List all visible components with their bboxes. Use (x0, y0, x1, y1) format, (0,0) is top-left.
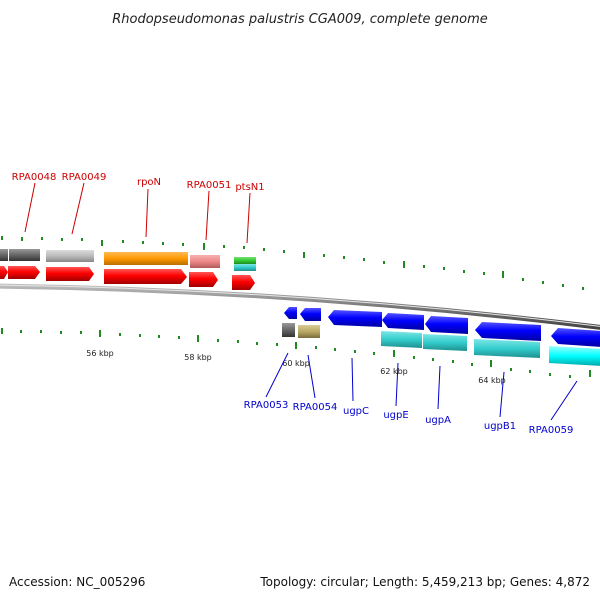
gene-arrow-rpa0059[interactable] (551, 328, 600, 347)
leader-line-rpa0051 (205, 190, 210, 241)
cog-bar-rpa0053 (282, 323, 295, 337)
leader-line-ugpa (437, 365, 441, 410)
gene-arrow-ugpe[interactable] (382, 313, 424, 330)
leader-line-ugpc (351, 357, 354, 402)
cog-bar-rpa0047 (0, 249, 8, 261)
leader-line-rpon (145, 188, 149, 238)
gene-label-rpa0049[interactable]: RPA0049 (62, 172, 107, 183)
gene-label-rpa0054[interactable]: RPA0054 (293, 402, 338, 413)
gene-arrow-ptsn1[interactable] (232, 275, 255, 290)
gene-arrow-ugpa[interactable] (425, 316, 468, 334)
gene-arrow-rpa0049[interactable] (46, 267, 94, 281)
map-title: Rhodopseudomonas palustris CGA009, compl… (112, 12, 488, 27)
genome-backbone (0, 283, 600, 330)
forward-gene-track (0, 266, 255, 290)
cog-bar-rpa0054 (298, 325, 320, 338)
leader-line-ugpb1 (499, 371, 505, 418)
leader-line-ptsn1 (246, 192, 251, 244)
reverse-cog-track (282, 323, 600, 366)
topology-text: Topology: circular; Length: 5,459,213 bp… (259, 575, 590, 589)
gene-label-rpa0051[interactable]: RPA0051 (187, 180, 232, 191)
cog-bar-rpa0049 (46, 250, 94, 262)
scale-label-58kbp: 58 kbp (184, 353, 212, 362)
gene-arrow-rpa0047[interactable] (0, 266, 8, 279)
gene-label-ugpc[interactable]: ugpC (343, 406, 369, 417)
forward-label-group: RPA0048 RPA0049 rpoN RPA0051 ptsN1 (12, 172, 265, 244)
gene-arrow-rpon[interactable] (104, 269, 187, 284)
gene-label-ugpb1[interactable]: ugpB1 (484, 421, 516, 432)
scale-label-56kbp: 56 kbp (86, 349, 114, 358)
outer-tick-track (1, 236, 584, 290)
gene-label-ugpa[interactable]: ugpA (425, 415, 451, 426)
leader-line-ugpe (395, 362, 399, 407)
gene-arrow-rpa0051[interactable] (189, 272, 218, 287)
gene-arrow-ugpb1[interactable] (475, 322, 541, 341)
scale-label-62kbp: 62 kbp (380, 367, 408, 376)
cog-bar-ptsn1-a (234, 257, 256, 264)
genome-backbone-highlight (0, 284, 600, 327)
cog-bar-rpon (104, 252, 188, 265)
inner-tick-track (1, 328, 591, 378)
scale-label-60kbp: 60 kbp (282, 359, 310, 368)
leader-line-rpa0048 (24, 182, 36, 233)
cog-bar-rpa0048 (9, 249, 40, 261)
gene-arrow-ugpc[interactable] (328, 310, 382, 327)
gene-label-rpa0048[interactable]: RPA0048 (12, 172, 57, 183)
cog-bar-ugpe (381, 331, 422, 348)
gene-arrow-rpa0053[interactable] (284, 307, 297, 319)
gene-label-ugpe[interactable]: ugpE (383, 410, 408, 421)
scale-label-64kbp: 64 kbp (478, 376, 506, 385)
accession-text: Accession: NC_005296 (9, 575, 145, 589)
leader-line-rpa0049 (71, 182, 85, 235)
leader-line-rpa0059 (550, 380, 578, 421)
gene-label-rpa0053[interactable]: RPA0053 (244, 400, 289, 411)
cog-bar-rpa0059 (549, 346, 600, 366)
forward-cog-track (0, 249, 256, 271)
cog-bar-rpa0051 (190, 255, 220, 268)
gene-arrow-rpa0048[interactable] (8, 266, 40, 279)
gene-arrow-rpa0054[interactable] (300, 308, 321, 321)
gene-label-rpon[interactable]: rpoN (137, 177, 161, 188)
cog-bar-ugpb1 (474, 339, 540, 358)
leader-line-rpa0053 (265, 352, 289, 398)
cog-bar-ptsn1-b (234, 264, 256, 271)
gene-label-ptsn1[interactable]: ptsN1 (235, 182, 264, 193)
gene-label-rpa0059[interactable]: RPA0059 (529, 425, 574, 436)
reverse-gene-track (284, 307, 600, 347)
leader-line-rpa0054 (307, 354, 316, 399)
reverse-label-group: RPA0053 RPA0054 ugpC ugpE ugpA ugpB1 RPA… (244, 352, 578, 436)
cog-bar-ugpa (423, 334, 467, 351)
